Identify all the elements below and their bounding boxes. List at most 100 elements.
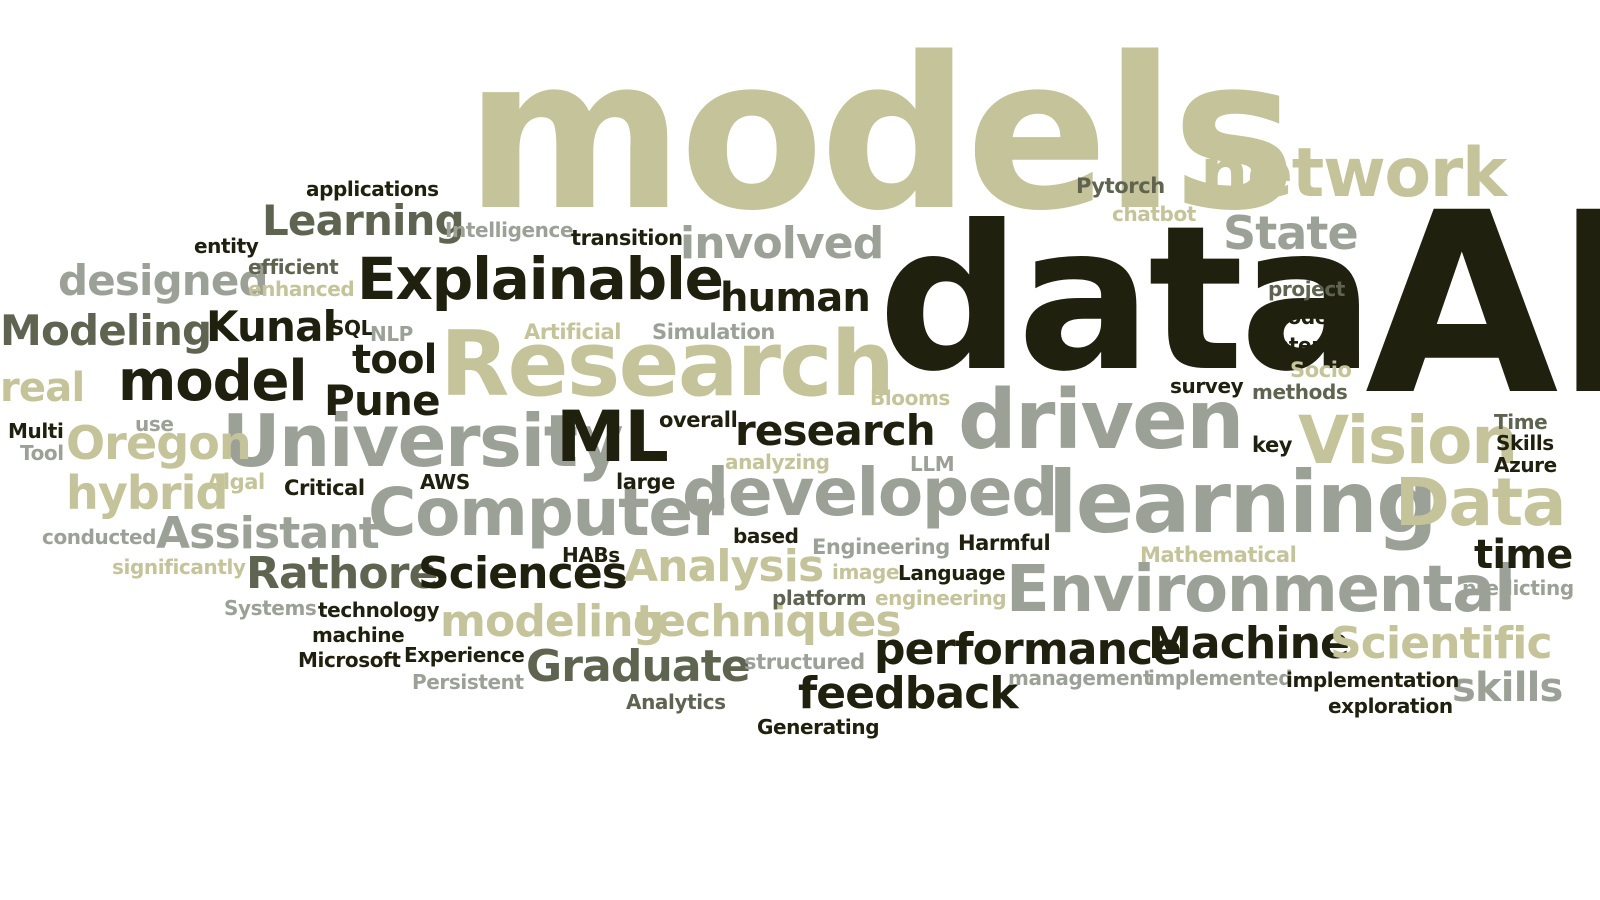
word: techniques	[636, 596, 902, 647]
word: Oregon	[66, 416, 252, 470]
word: real	[0, 365, 85, 411]
word: efficient	[248, 255, 339, 279]
word: network	[1200, 134, 1507, 213]
word: Explainable	[357, 245, 724, 313]
word: hybrid	[66, 466, 228, 520]
word: Graduate	[526, 641, 751, 692]
word: Simulation	[652, 320, 775, 344]
word: driven	[958, 373, 1244, 468]
word: Socio	[1290, 358, 1352, 382]
word: AI	[1365, 159, 1600, 450]
word: feedback	[798, 668, 1019, 719]
word: Assistant	[156, 508, 380, 559]
word: enhanced	[248, 277, 355, 301]
word: project	[1268, 277, 1345, 301]
word: Sciences	[418, 548, 628, 599]
word: Time	[1494, 410, 1548, 434]
word: applications	[306, 177, 439, 201]
word: Mathematical	[1140, 543, 1297, 567]
word: Systems	[224, 596, 317, 620]
word: Models	[1268, 305, 1346, 329]
word: designed	[58, 256, 269, 305]
word: analyzing	[725, 450, 830, 474]
word: models	[465, 12, 1297, 257]
word: Pune	[324, 376, 441, 425]
word: Critical	[284, 476, 365, 500]
word: Data	[1395, 464, 1566, 541]
word: data	[878, 183, 1375, 416]
word: large	[616, 470, 675, 494]
word: Multi	[8, 419, 64, 443]
word: performance	[874, 624, 1182, 675]
word: State	[1223, 206, 1359, 260]
word: overall	[659, 408, 738, 432]
word: ML	[556, 396, 669, 478]
word: Microsoft	[298, 648, 401, 672]
word: research	[735, 406, 936, 455]
word: Persistent	[412, 670, 524, 694]
word: Machine	[1148, 618, 1350, 669]
word: Harmful	[958, 531, 1051, 555]
word: Analysis	[624, 541, 824, 592]
word: HABs	[562, 543, 620, 567]
word: Learning	[262, 196, 465, 245]
word: transition	[571, 226, 683, 250]
word: Intelligence	[445, 218, 574, 242]
word: learning	[1048, 453, 1438, 553]
word: LLM	[910, 452, 955, 476]
word: implemented	[1148, 666, 1293, 690]
word: survey	[1170, 374, 1244, 398]
word: significantly	[112, 555, 246, 579]
word: Blooms	[870, 386, 950, 410]
word: based	[733, 524, 799, 548]
word: Analytics	[626, 690, 726, 714]
word: Modeling	[0, 306, 212, 355]
word: Skills	[1496, 431, 1554, 455]
word: management	[1008, 666, 1153, 690]
word: chatbot	[1112, 202, 1196, 226]
word: predicting	[1462, 576, 1574, 600]
word: involved	[680, 218, 884, 269]
word: Kunal	[206, 302, 337, 351]
word: Rathore	[246, 548, 438, 599]
word: Language	[898, 561, 1006, 585]
word: Scientific	[1330, 618, 1553, 669]
word: human	[720, 275, 871, 321]
word: Azure	[1494, 453, 1557, 477]
word: Artificial	[524, 320, 621, 344]
word: image	[832, 560, 900, 584]
word: engineering	[875, 586, 1007, 610]
word: Engineering	[812, 535, 950, 559]
word: developed	[682, 454, 1058, 531]
word: tool	[352, 337, 437, 383]
word: Generating	[757, 715, 880, 739]
word: modeling	[440, 596, 664, 647]
word: Intern	[1268, 333, 1335, 357]
word: Research	[440, 312, 895, 417]
word: SQL	[330, 316, 373, 340]
word: use	[135, 412, 174, 436]
word: key	[1252, 433, 1293, 457]
word: implementation	[1286, 668, 1459, 692]
word: time	[1474, 532, 1573, 578]
word: methods	[1252, 380, 1348, 404]
word: exploration	[1328, 694, 1453, 718]
word: structured	[744, 650, 865, 674]
word: Algal	[207, 470, 265, 494]
word: entity	[194, 234, 259, 258]
word: Tool	[20, 441, 64, 465]
word: Pytorch	[1076, 174, 1165, 198]
word: NLP	[370, 322, 413, 346]
word: skills	[1452, 665, 1563, 711]
word: platform	[772, 586, 867, 610]
word: University	[222, 399, 624, 483]
word: model	[118, 349, 308, 414]
word: conducted	[42, 525, 157, 549]
word: machine	[312, 623, 405, 647]
word: Vision	[1298, 402, 1518, 479]
word: Environmental	[1006, 553, 1516, 627]
word: technology	[318, 598, 440, 622]
word: Experience	[404, 643, 525, 667]
word: Computer	[368, 474, 724, 551]
